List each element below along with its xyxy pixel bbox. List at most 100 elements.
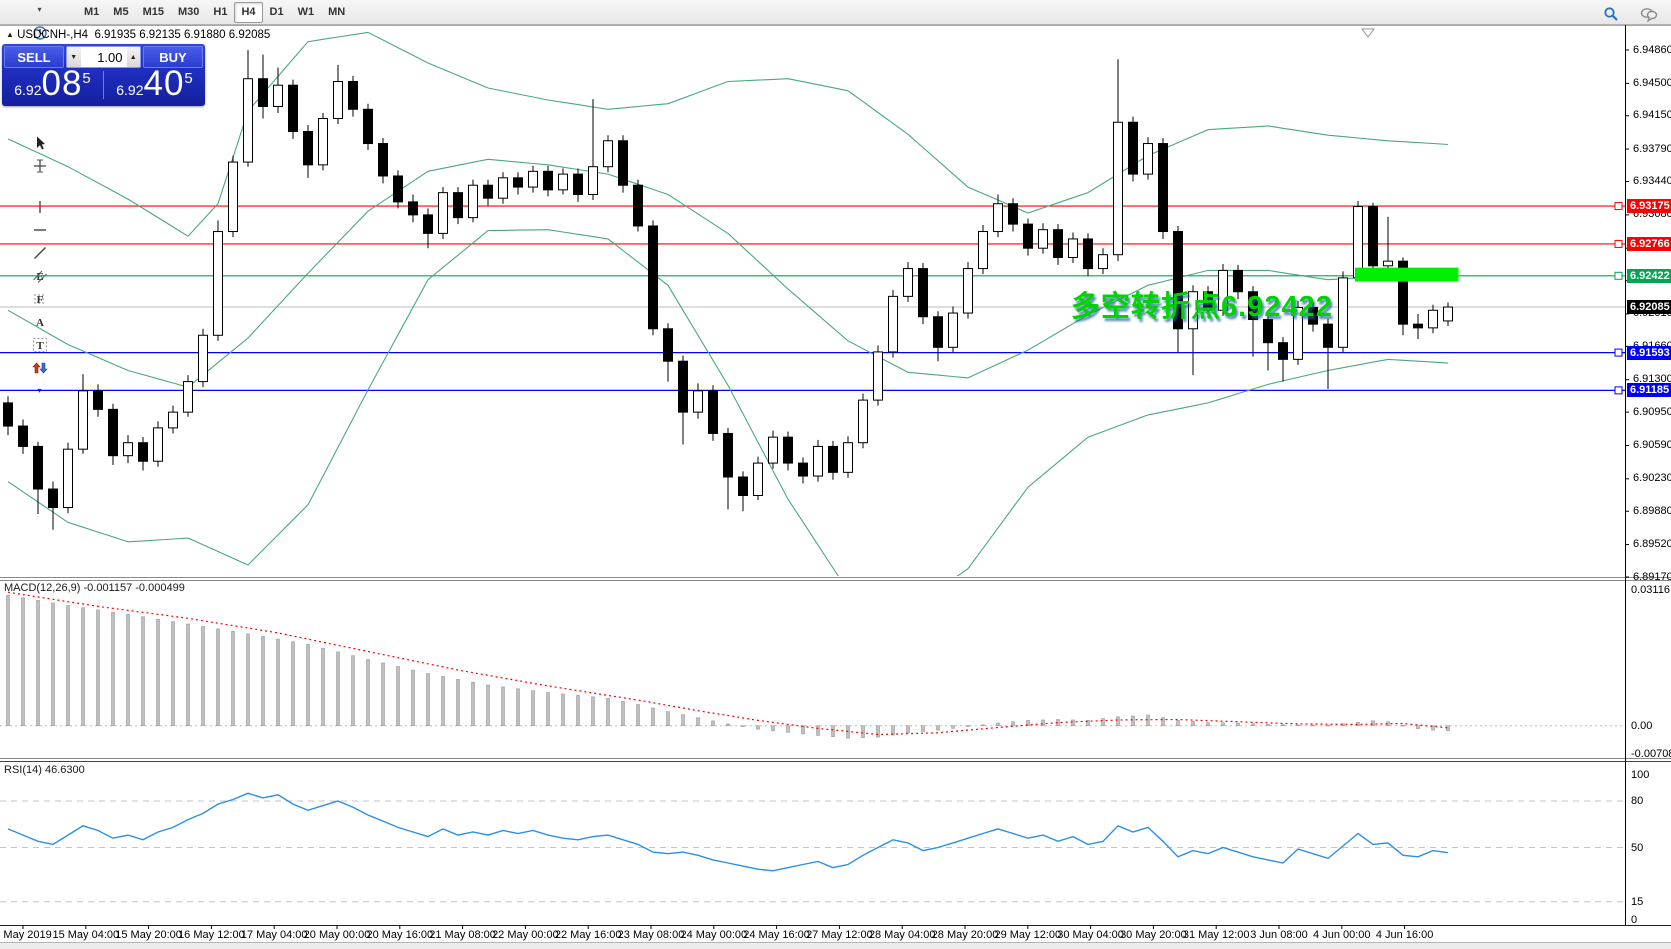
ohlc-values: 6.91935 6.92135 6.91880 6.92085 [94,29,271,41]
hline-price-badge: 6.92766 [1627,236,1671,251]
hline-handle[interactable] [1614,202,1623,211]
hline-handle[interactable] [1614,271,1623,280]
time-axis-tick: 20 May 00:00 [303,929,371,941]
text-button[interactable]: A [2,310,77,333]
price-axis-tick: 6.90230 [1633,472,1671,485]
time-axis-tick: 22 May 00:00 [492,929,559,941]
highlight-rectangle-object[interactable] [1355,267,1459,282]
volume-increase-button[interactable]: ▲ [126,47,140,67]
time-axis-tick: 28 May 04:00 [868,929,936,941]
sell-price-pipette: 5 [82,70,91,87]
price-axis-tick: 6.94500 [1633,76,1671,89]
price-axis-tick: 6.94150 [1633,109,1671,122]
chart-shift-marker[interactable] [1361,28,1375,38]
text-label-button[interactable]: T [2,333,77,356]
periods-button[interactable] [2,21,77,44]
main-chart-panel [0,31,1625,576]
macd-scale-min: -0.007082 [1631,748,1671,760]
macd-scale-max: 0.031161 [1631,584,1671,596]
horizontal-line-button[interactable] [2,218,77,241]
timeframe-w1-button[interactable]: W1 [297,6,315,18]
volume-input[interactable] [80,47,127,67]
volume-decrease-button[interactable]: ▼ [67,47,81,67]
chat-icon [1640,7,1658,22]
status-bar [0,942,1671,949]
time-axis-tick: 3 Jun 08:00 [1250,929,1308,941]
timeframe-h1-button[interactable]: H1 [213,6,228,18]
hline-handle[interactable] [1614,386,1623,395]
sell-price-big: 08 [41,64,83,103]
time-axis-tick: 24 May 16:00 [743,929,810,941]
time-axis-tick: 28 May 20:00 [931,929,999,941]
svg-text:A: A [36,317,44,329]
chart-annotation-text[interactable]: 多空转折点6.92422 [1071,291,1333,323]
hline-price-badge: 6.92422 [1627,268,1671,283]
time-axis-tick: 16 May 12:00 [178,929,245,941]
equidistant-channel-icon: E [32,270,47,283]
price-axis-tick: 6.89170 [1633,570,1671,583]
sell-price[interactable]: 6.92 08 5 [2,64,103,103]
sell-button[interactable]: SELL [4,46,64,68]
timeframe-m30-button[interactable]: M30 [177,6,200,18]
time-axis-tick: 27 May 12:00 [806,929,873,941]
time-axis-tick: 4 Jun 16:00 [1375,929,1434,941]
timeframe-m5-button[interactable]: M5 [113,6,129,18]
timeframe-m1-button[interactable]: M1 [84,6,100,18]
hline-handle[interactable] [1614,239,1623,248]
rsi-scale-label: 50 [1631,841,1644,854]
timeframe-m15-button[interactable]: M15 [142,6,164,18]
rsi-label: RSI(14) 46.6300 [4,764,85,776]
macd-scale-zero: 0.00 [1631,719,1653,732]
fibonacci-button[interactable]: F [2,287,77,310]
rsi-value: 46.6300 [44,764,85,776]
buy-price[interactable]: 6.92 40 5 [104,66,205,103]
hline-price-badge: 6.91185 [1627,383,1671,398]
crosshair-icon [33,159,46,172]
arrows-icon [31,362,48,373]
indicators-dropdown[interactable]: ▾ [37,5,42,14]
rsi-line [7,792,1449,872]
price-axis-tick: 6.93790 [1633,142,1671,155]
search-icon [1604,6,1618,21]
text-icon: A [36,317,44,329]
symbol-period-label: USDCNH-,H4 [17,29,89,41]
timeframe-mn-button[interactable]: MN [328,6,346,18]
periods-icon [32,25,47,40]
svg-text:F: F [36,294,43,306]
time-axis-tick: 22 May 16:00 [554,929,622,941]
text-label-icon: T [32,337,47,352]
price-axis-tick: 6.89520 [1633,538,1671,551]
chart-title: ▲ USDCNH-,H4 6.91935 6.92135 6.91880 6.9… [6,29,270,41]
hline-price-badge: 6.91593 [1627,345,1671,360]
sell-price-small: 6.92 [14,82,42,98]
collapse-icon[interactable]: ▲ [6,30,14,39]
svg-text:T: T [36,340,44,352]
timeframe-h4-button[interactable]: H4 [234,1,263,23]
horizontal-line-icon [33,228,46,231]
buy-button[interactable]: BUY [143,46,203,68]
macd-values: -0.001157 -0.000499 [83,582,185,594]
cursor-button[interactable] [2,131,77,154]
timeframe-d1-button[interactable]: D1 [269,6,284,18]
time-axis-tick: 15 May 20:00 [115,929,182,941]
cursor-icon [36,136,45,149]
price-axis-tick: 6.94860 [1633,43,1671,56]
trendline-button[interactable] [2,241,77,264]
time-axis-tick: 15 May 04:00 [52,929,120,941]
hline-price-badge: 6.93175 [1627,199,1671,214]
arrows-button[interactable] [2,356,77,379]
chat-button[interactable] [1635,2,1663,25]
price-axis-tick: 6.93440 [1633,175,1671,188]
rsi-scale-label: 80 [1631,795,1644,807]
search-button[interactable] [1597,2,1625,25]
time-axis-tick: 4 May 2019 [0,929,52,941]
crosshair-button[interactable] [2,154,77,177]
time-axis-tick: 30 May 04:00 [1057,929,1124,941]
macd-histogram [6,595,1450,739]
hline-handle[interactable] [1614,348,1623,357]
equidistant-channel-button[interactable]: E [2,264,77,287]
buy-price-pipette: 5 [184,70,193,87]
bollinger-lower-band [7,229,1449,576]
